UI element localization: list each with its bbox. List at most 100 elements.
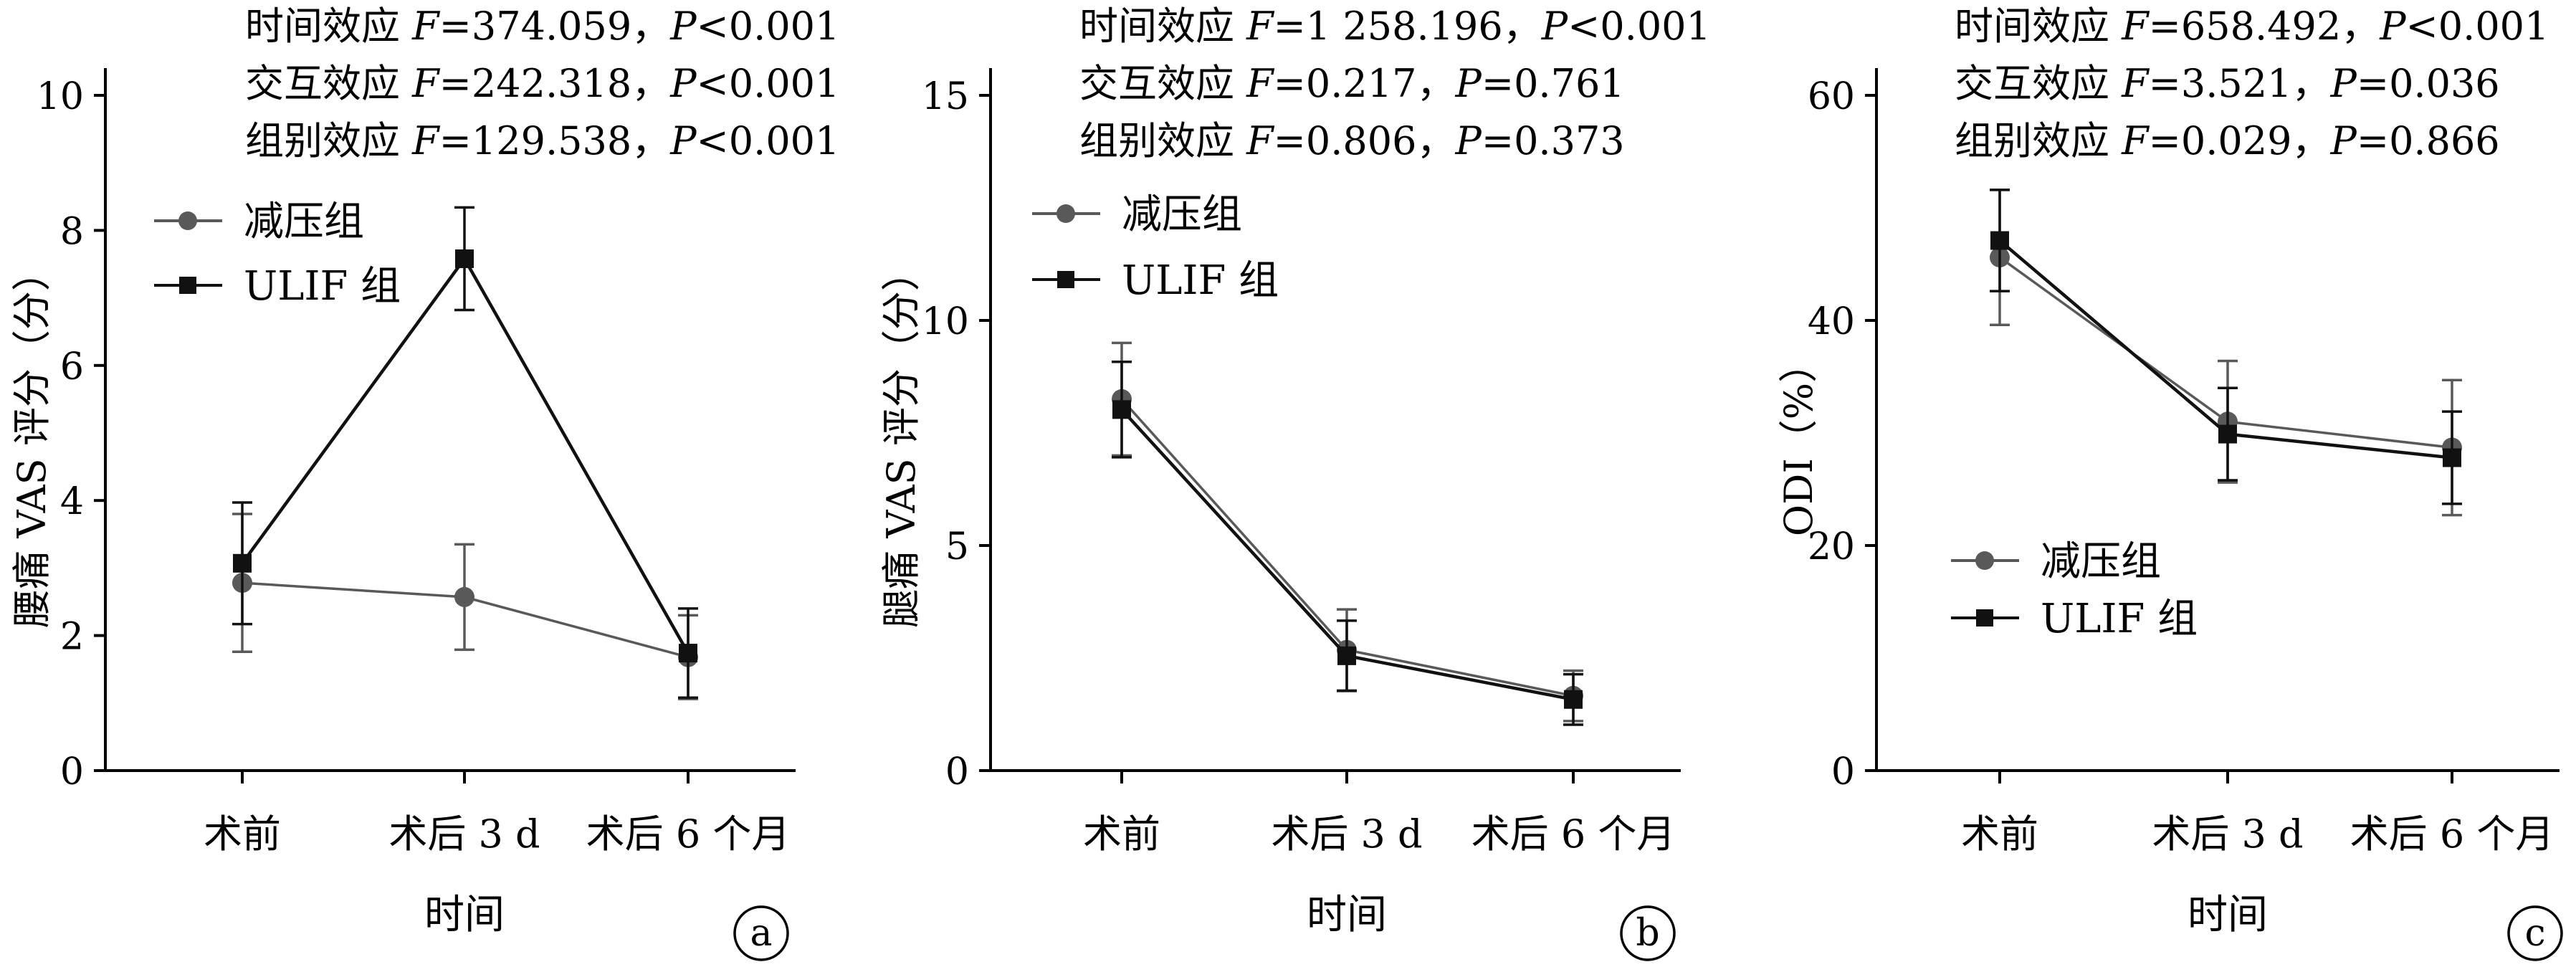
stats-text: ， xyxy=(2341,4,2380,49)
stats-symbol: F xyxy=(2121,118,2150,163)
stats-symbol: F xyxy=(411,118,441,163)
stats-f-value: 374.059 xyxy=(472,4,631,49)
x-tick-label: 术后 6 个月 xyxy=(2350,811,2554,857)
stats-text: =129.538 xyxy=(439,118,632,163)
stats-text: <0.001 xyxy=(697,61,840,106)
stats-f-value: 658.492 xyxy=(2181,4,2341,49)
stats-text: =1 258.196 xyxy=(1274,4,1503,49)
y-tick-label: 15 xyxy=(922,75,969,118)
x-tick-label: 术后 3 d xyxy=(2152,811,2303,857)
stats-symbol: F xyxy=(1246,118,1275,163)
x-axis-title: 时间 xyxy=(2188,892,2268,938)
stats-symbol: P xyxy=(2329,118,2357,163)
data-point xyxy=(1564,690,1583,709)
stats-symbol: P xyxy=(1454,61,1482,106)
x-tick-label: 术前 xyxy=(1961,811,2038,857)
stats-text: =0.373 xyxy=(1482,118,1625,163)
legend-label: 减压组 xyxy=(1122,191,1242,238)
stats-text: <0.001 xyxy=(697,4,840,49)
stats-symbol: P xyxy=(1454,118,1482,163)
y-tick-label: 40 xyxy=(1808,300,1855,343)
stats-symbol: P xyxy=(669,4,697,49)
stats-text: =0.217 xyxy=(1274,61,1417,106)
stats-text: ， xyxy=(631,118,670,163)
data-point xyxy=(2218,424,2237,444)
y-tick-label: 60 xyxy=(1808,75,1855,118)
panel-label-circle xyxy=(2507,905,2563,961)
legend-marker xyxy=(1975,551,1994,570)
series-decompression xyxy=(1990,189,2462,517)
stats-text: <0.001 xyxy=(697,118,840,163)
y-tick-label: 0 xyxy=(945,751,969,794)
stats-text: 时间效应 xyxy=(1955,4,2122,49)
y-tick-label: 4 xyxy=(60,480,84,523)
stats-text: =242.318 xyxy=(439,61,632,106)
stats-line: 时间效应 F=1 258.196，P<0.001 xyxy=(1079,4,1711,49)
stats-symbol: F xyxy=(2121,4,2150,49)
data-point xyxy=(233,553,252,573)
stats-symbol: F xyxy=(411,61,441,106)
series-decompression xyxy=(232,513,698,700)
x-tick-label: 术后 3 d xyxy=(388,811,540,857)
stats-text: =3.521 xyxy=(2149,61,2292,106)
y-tick-label: 0 xyxy=(60,751,84,794)
x-tick-label: 术后 3 d xyxy=(1271,811,1422,857)
data-point xyxy=(1337,646,1356,665)
legend-marker xyxy=(1976,609,1993,627)
data-point xyxy=(679,644,697,663)
stats-text: =0.036 xyxy=(2357,61,2500,106)
x-tick-label: 术后 6 个月 xyxy=(586,811,791,857)
stats-line: 交互效应 F=3.521，P=0.036 xyxy=(1955,61,2500,106)
stats-line: 组别效应 F=0.806，P=0.373 xyxy=(1079,118,1625,163)
y-tick-label: 0 xyxy=(1831,751,1855,794)
data-point xyxy=(2443,448,2461,467)
stats-line: 时间效应 F=658.492，P<0.001 xyxy=(1955,4,2549,49)
panel-label-circle xyxy=(733,905,789,961)
stats-symbol: P xyxy=(669,61,697,106)
stats-text: =0.866 xyxy=(2357,118,2500,163)
stats-symbol: P xyxy=(2379,4,2407,49)
x-tick-label: 术前 xyxy=(204,811,281,857)
stats-line: 时间效应 F=374.059，P<0.001 xyxy=(245,4,839,49)
stats-text: <0.001 xyxy=(1568,4,1711,49)
data-point xyxy=(1112,400,1131,419)
stats-text: =0.029 xyxy=(2149,118,2292,163)
y-tick-label: 5 xyxy=(945,525,969,568)
stats-symbol: F xyxy=(1246,61,1275,106)
y-axis-title: 腰痛 VAS 评分（分） xyxy=(9,252,54,628)
panel-label-circle xyxy=(1620,905,1676,961)
y-tick-label: 6 xyxy=(60,346,84,389)
series-ulif xyxy=(1990,189,2462,505)
legend-marker xyxy=(179,277,196,294)
stats-f-value: 0.806 xyxy=(1306,118,1417,163)
stats-f-value: 0.217 xyxy=(1306,61,1417,106)
legend: 减压组 ULIF 组 xyxy=(154,199,401,310)
legend-marker xyxy=(178,211,197,230)
y-axis-title: 腿痛 VAS 评分（分） xyxy=(879,252,924,628)
series-ulif xyxy=(1112,361,1583,726)
legend-label: ULIF 组 xyxy=(244,263,401,310)
legend-marker xyxy=(1057,271,1074,288)
data-point xyxy=(455,249,474,268)
legend: 减压组 ULIF 组 xyxy=(1951,538,2198,642)
stats-line: 组别效应 F=129.538，P<0.001 xyxy=(245,118,839,163)
panel-label: c xyxy=(2524,912,2545,955)
data-point xyxy=(1990,231,2009,250)
panel-label: b xyxy=(1636,912,1659,955)
y-tick-label: 20 xyxy=(1808,525,1855,568)
stats-text: =0.761 xyxy=(1482,61,1625,106)
y-axis-title: ODI（%） xyxy=(1776,344,1821,536)
stats-symbol: P xyxy=(669,118,697,163)
stats-text: 组别效应 xyxy=(1079,118,1246,163)
stats-text: ， xyxy=(631,4,670,49)
stats-f-value: 1 258.196 xyxy=(1306,4,1503,49)
stats-text: 组别效应 xyxy=(245,118,412,163)
y-tick-label: 8 xyxy=(60,210,84,253)
stats-text: <0.001 xyxy=(2406,4,2549,49)
y-tick-label: 2 xyxy=(60,616,84,659)
stats-text: 组别效应 xyxy=(1955,118,2122,163)
stats-text: 时间效应 xyxy=(1079,4,1246,49)
